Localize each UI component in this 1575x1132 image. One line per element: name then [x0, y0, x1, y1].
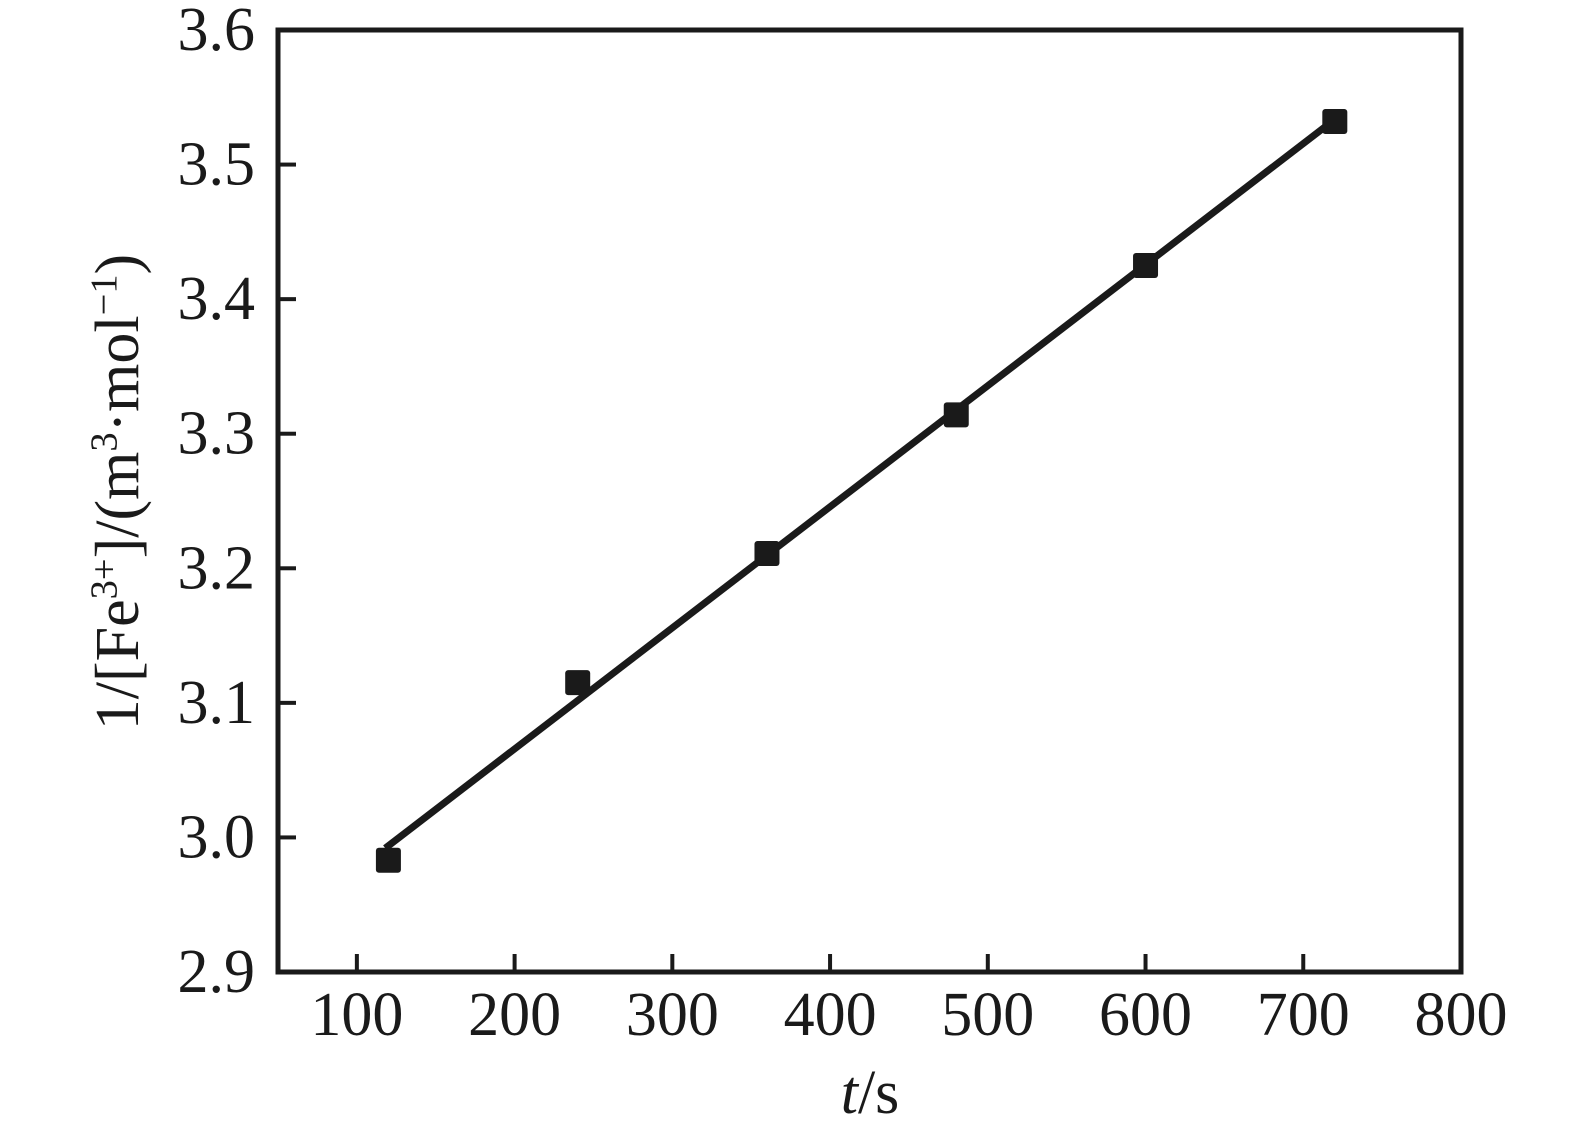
- data-point: [1133, 253, 1159, 278]
- y-axis-label: 1/[Fe3+]/(m3·mol−1): [83, 253, 152, 731]
- label-segment: ): [84, 253, 152, 275]
- label-segment: ·mol: [84, 315, 152, 433]
- x-tick-label: 400: [784, 981, 877, 1049]
- label-segment: −1: [83, 274, 126, 316]
- label-segment: 3+: [83, 558, 126, 600]
- x-tick-label: 700: [1257, 981, 1350, 1049]
- fit-line: [383, 121, 1331, 851]
- label-segment: ]/(m: [84, 451, 152, 559]
- x-tick-label: 300: [626, 981, 719, 1049]
- y-tick-label: 3.4: [178, 265, 256, 333]
- label-segment: /s: [857, 1059, 900, 1127]
- data-point: [754, 540, 780, 566]
- data-point: [375, 847, 401, 873]
- y-tick-label: 3.0: [178, 803, 256, 871]
- x-tick-label: 500: [941, 981, 1034, 1049]
- label-segment: t: [840, 1059, 858, 1127]
- y-tick-label: 3.2: [178, 534, 256, 602]
- data-point: [943, 402, 969, 428]
- x-tick-label: 200: [468, 981, 561, 1049]
- x-tick-label: 100: [310, 981, 403, 1049]
- y-tick-label: 3.5: [178, 131, 256, 199]
- y-tick-label: 3.1: [178, 669, 256, 737]
- y-tick-label: 3.6: [178, 0, 256, 64]
- y-tick-label: 3.3: [178, 400, 256, 468]
- x-axis-label: t/s: [841, 1062, 900, 1124]
- data-point: [565, 670, 591, 696]
- plot-border: [275, 27, 1464, 975]
- label-segment: 1/[Fe: [84, 599, 152, 731]
- y-tick-label: 2.9: [178, 938, 256, 1006]
- label-segment: 3: [83, 432, 126, 452]
- x-tick-label: 800: [1415, 981, 1508, 1049]
- x-tick-label: 600: [1099, 981, 1192, 1049]
- data-point: [1322, 109, 1348, 135]
